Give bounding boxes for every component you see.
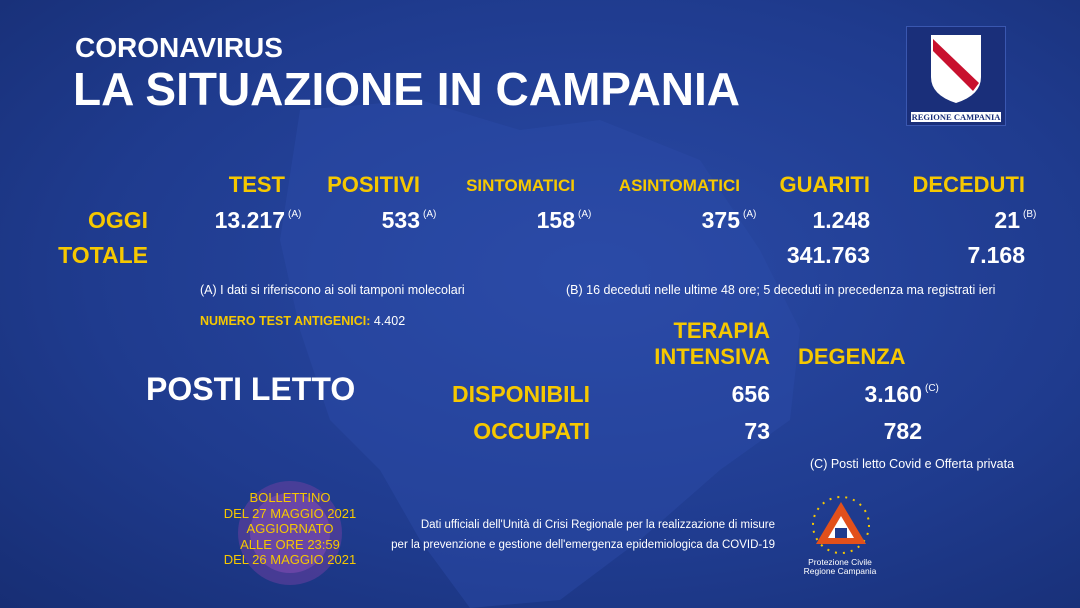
value: 656 [731, 381, 770, 407]
column-header: DEGENZA [798, 344, 906, 369]
column-header: TEST [228, 172, 285, 197]
footnote: (C) Posti letto Covid e Offerta privata [810, 457, 1015, 471]
bulletin-line: BOLLETTINO [249, 490, 331, 505]
value: 533 [381, 207, 420, 233]
kicker: CORONAVIRUS [75, 32, 283, 63]
antigen-label: NUMERO TEST ANTIGENICI: [200, 314, 371, 328]
footnote: (B) 16 deceduti nelle ultime 48 ore; 5 d… [566, 283, 996, 297]
label-line: Protezione Civile [808, 557, 872, 567]
value-cell: 375 (A) [701, 207, 757, 234]
value-cell: 1.248 [812, 207, 870, 234]
beds-title: POSTI LETTO [146, 371, 356, 407]
bulletin-line: ALLE ORE 23:59 [240, 536, 340, 552]
value: 341.763 [786, 242, 870, 268]
value-cell: 3.160 (C) [864, 381, 938, 408]
coat-of-arms [931, 35, 981, 103]
antigen-value: 4.402 [373, 314, 406, 328]
row-label: OGGI [87, 207, 148, 233]
logo-label: REGIONE CAMPANIA [911, 112, 1001, 122]
footnote-ref: (B) [1023, 209, 1037, 220]
value: 21 [994, 207, 1020, 233]
column-header: SINTOMATICI [466, 176, 575, 195]
value-cell: 13.217 (A) [214, 207, 302, 234]
bulletin-line: AGGIORNATO [246, 521, 334, 536]
antigen-tests: NUMERO TEST ANTIGENICI: 4.402 [200, 314, 405, 328]
column-header: ASINTOMATICI [618, 176, 740, 195]
value: 3.160 [864, 381, 922, 407]
bulletin-line: DEL 27 MAGGIO 2021 [223, 505, 357, 521]
row-label: DISPONIBILI [451, 381, 590, 407]
column-header: GUARITI [779, 172, 870, 197]
civil-protection-logo [812, 496, 870, 554]
value-cell: 158 (A) [536, 207, 592, 234]
source-line: per la prevenzione e gestione dell'emerg… [391, 539, 775, 551]
column-header: POSITIVI [327, 172, 420, 197]
value: 13.217 [214, 207, 285, 233]
source: Dati ufficiali dell'Unità di Crisi Regio… [391, 515, 775, 555]
footnote: (A) I dati si riferiscono ai soli tampon… [200, 283, 465, 297]
value: 375 [701, 207, 740, 233]
title: LA SITUAZIONE IN CAMPANIA [73, 63, 740, 115]
column-header: DECEDUTI [912, 172, 1025, 197]
footnote-ref: (A) [743, 209, 757, 220]
label-line: Regione Campania [803, 566, 877, 576]
row-label: TOTALE [58, 242, 148, 268]
virus-icon [238, 481, 342, 585]
region-logo: REGIONE CAMPANIA [906, 26, 1006, 126]
footnote-ref: (A) [288, 209, 302, 220]
footnote-ref: (A) [423, 209, 437, 220]
value-cell: 533 (A) [381, 207, 437, 234]
value: 73 [744, 418, 770, 444]
civil-protection-label: Protezione Civile Regione Campania [790, 558, 890, 576]
value: 7.168 [967, 242, 1025, 268]
footnote-ref: (A) [578, 209, 592, 220]
row-label: OCCUPATI [473, 418, 590, 444]
source-line: Dati ufficiali dell'Unità di Crisi Regio… [420, 519, 775, 531]
value: 1.248 [812, 207, 870, 233]
column-header: TERAPIA INTENSIVA [654, 318, 770, 369]
value: 158 [536, 207, 575, 233]
footnote-ref: (C) [925, 383, 939, 394]
value: 782 [883, 418, 922, 444]
bulletin: BOLLETTINO DEL 27 MAGGIO 2021 AGGIORNATO… [205, 490, 375, 568]
bulletin-line: DEL 26 MAGGIO 2021 [223, 552, 357, 567]
value-cell: 21 (B) [994, 207, 1036, 234]
